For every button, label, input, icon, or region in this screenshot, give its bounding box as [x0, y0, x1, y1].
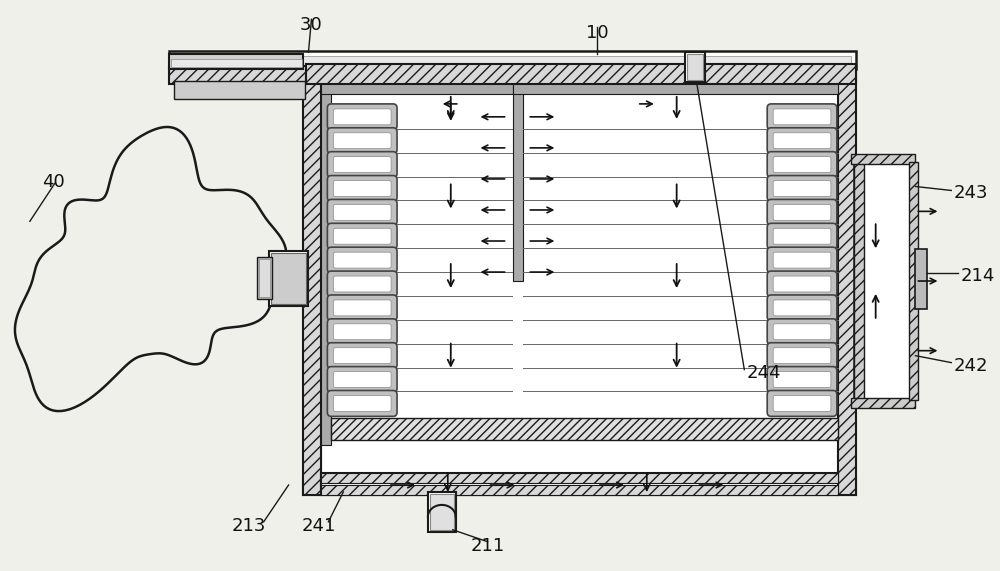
FancyBboxPatch shape: [767, 104, 837, 130]
Bar: [513, 82, 838, 94]
FancyBboxPatch shape: [767, 391, 837, 416]
FancyBboxPatch shape: [773, 156, 831, 172]
FancyBboxPatch shape: [767, 343, 837, 369]
Text: 243: 243: [953, 184, 988, 203]
FancyBboxPatch shape: [327, 343, 397, 369]
FancyBboxPatch shape: [327, 104, 397, 130]
Text: 10: 10: [586, 25, 608, 42]
FancyBboxPatch shape: [333, 348, 391, 364]
FancyBboxPatch shape: [333, 372, 391, 388]
Bar: [321, 82, 838, 477]
Bar: [171, 59, 302, 67]
Bar: [271, 253, 306, 304]
FancyBboxPatch shape: [333, 204, 391, 220]
Bar: [174, 56, 851, 66]
FancyBboxPatch shape: [333, 132, 391, 148]
FancyBboxPatch shape: [773, 348, 831, 364]
FancyBboxPatch shape: [327, 128, 397, 154]
Text: 30: 30: [300, 17, 323, 34]
FancyBboxPatch shape: [767, 319, 837, 345]
Bar: [854, 162, 864, 400]
Bar: [303, 64, 321, 495]
Bar: [915, 249, 927, 309]
Bar: [851, 154, 915, 164]
Bar: [430, 494, 454, 530]
Bar: [257, 257, 272, 299]
FancyBboxPatch shape: [767, 295, 837, 321]
FancyBboxPatch shape: [327, 319, 397, 345]
Bar: [303, 64, 856, 82]
FancyBboxPatch shape: [773, 276, 831, 292]
FancyBboxPatch shape: [333, 324, 391, 340]
FancyBboxPatch shape: [767, 367, 837, 392]
FancyBboxPatch shape: [333, 228, 391, 244]
FancyBboxPatch shape: [767, 175, 837, 202]
Bar: [303, 477, 856, 495]
FancyBboxPatch shape: [773, 252, 831, 268]
FancyBboxPatch shape: [333, 109, 391, 125]
FancyBboxPatch shape: [773, 204, 831, 220]
Bar: [428, 492, 456, 532]
FancyBboxPatch shape: [333, 156, 391, 172]
Text: 211: 211: [470, 537, 505, 554]
FancyBboxPatch shape: [333, 396, 391, 411]
FancyBboxPatch shape: [767, 271, 837, 297]
FancyBboxPatch shape: [333, 252, 391, 268]
FancyBboxPatch shape: [327, 367, 397, 392]
FancyBboxPatch shape: [773, 300, 831, 316]
FancyBboxPatch shape: [327, 391, 397, 416]
Bar: [321, 82, 331, 445]
Text: 242: 242: [953, 357, 988, 375]
FancyBboxPatch shape: [333, 300, 391, 316]
FancyBboxPatch shape: [773, 324, 831, 340]
Bar: [321, 485, 838, 495]
Text: 40: 40: [42, 172, 65, 191]
FancyBboxPatch shape: [327, 295, 397, 321]
Bar: [259, 259, 270, 297]
FancyBboxPatch shape: [767, 223, 837, 249]
Bar: [513, 82, 523, 281]
FancyBboxPatch shape: [773, 396, 831, 411]
FancyBboxPatch shape: [767, 199, 837, 226]
Bar: [909, 162, 918, 400]
Bar: [169, 66, 306, 84]
FancyBboxPatch shape: [773, 372, 831, 388]
FancyBboxPatch shape: [767, 152, 837, 178]
Bar: [169, 54, 303, 69]
Bar: [838, 64, 856, 495]
Bar: [331, 419, 838, 440]
Bar: [851, 399, 915, 408]
FancyBboxPatch shape: [327, 152, 397, 178]
FancyBboxPatch shape: [327, 271, 397, 297]
FancyBboxPatch shape: [767, 247, 837, 273]
Text: 213: 213: [232, 517, 266, 535]
FancyBboxPatch shape: [333, 180, 391, 196]
FancyBboxPatch shape: [327, 175, 397, 202]
Text: 241: 241: [301, 517, 336, 535]
Bar: [321, 473, 838, 483]
FancyBboxPatch shape: [327, 199, 397, 226]
FancyBboxPatch shape: [773, 132, 831, 148]
Bar: [174, 81, 305, 99]
Bar: [854, 162, 911, 400]
FancyBboxPatch shape: [333, 276, 391, 292]
FancyBboxPatch shape: [773, 109, 831, 125]
Bar: [269, 251, 308, 306]
Bar: [687, 54, 703, 80]
Bar: [685, 52, 705, 82]
Bar: [321, 473, 838, 495]
Bar: [321, 82, 525, 94]
Bar: [306, 64, 856, 84]
Text: 214: 214: [960, 267, 995, 285]
Bar: [169, 51, 856, 69]
FancyBboxPatch shape: [773, 228, 831, 244]
FancyBboxPatch shape: [327, 223, 397, 249]
Text: 244: 244: [746, 364, 781, 381]
FancyBboxPatch shape: [327, 247, 397, 273]
FancyBboxPatch shape: [773, 180, 831, 196]
FancyBboxPatch shape: [767, 128, 837, 154]
